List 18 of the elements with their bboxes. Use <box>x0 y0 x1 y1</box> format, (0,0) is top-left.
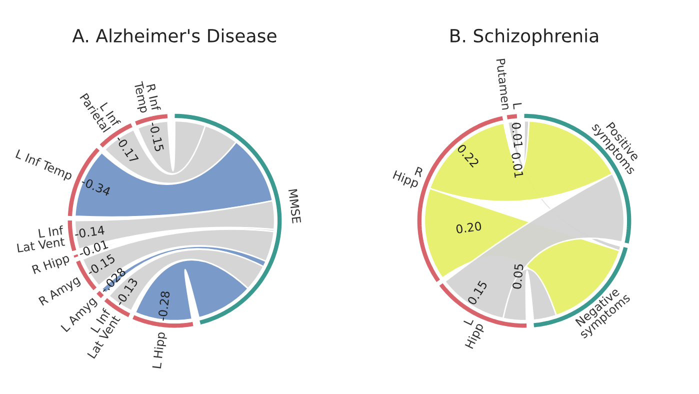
data-label: 0.20 <box>456 221 482 234</box>
data-label: 0.01 <box>511 152 524 178</box>
category-label: R Hipp <box>32 253 71 276</box>
category-label: L Hipp <box>152 332 168 369</box>
category-label: R Hipp <box>392 166 424 190</box>
data-label: -0.34 <box>80 176 112 196</box>
category-label: L Inf Lat Vent <box>17 225 66 253</box>
data-label: -0.28 <box>158 291 170 322</box>
data-label: -0.14 <box>74 225 105 238</box>
data-label: 0.05 <box>512 264 524 290</box>
data-label: -0.15 <box>148 122 164 152</box>
data-label: 0.01 <box>512 122 523 148</box>
category-label: LHipp <box>463 316 486 350</box>
text: A. Alzheimer's Disease <box>72 28 276 43</box>
text: MMSE <box>288 189 302 224</box>
category-label: L Putamen <box>496 58 522 110</box>
text: B. Schizophrenia <box>450 28 598 46</box>
category-label: R Inf Temp <box>132 81 161 114</box>
